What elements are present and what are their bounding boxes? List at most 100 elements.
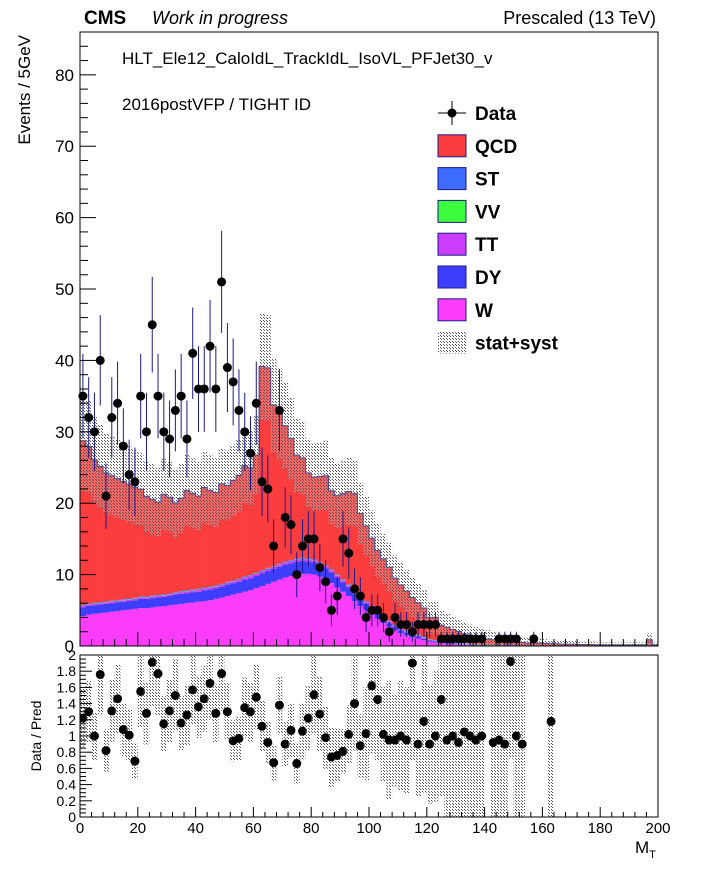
bar-tt (80, 606, 87, 608)
data-marker (228, 377, 238, 387)
bar-st (97, 602, 104, 603)
bar-w (293, 574, 300, 646)
data-marker (263, 484, 273, 494)
legend-item-st: ST (437, 167, 500, 191)
band-bin (155, 467, 161, 537)
bar-w (322, 579, 329, 646)
legend-label: stat+syst (475, 334, 559, 355)
bar-tt (160, 595, 167, 597)
data-marker (234, 405, 244, 415)
bar-dy (311, 562, 318, 575)
bar-qcd (212, 492, 220, 586)
ratio-point (321, 706, 331, 769)
bar-st (178, 591, 185, 592)
data-marker (182, 434, 192, 444)
ratio-uncertainty (490, 655, 497, 817)
ratio-point (222, 683, 232, 741)
bar-qcd (218, 483, 225, 584)
bar-w (351, 601, 358, 646)
bar-w (299, 573, 306, 646)
data-point (153, 353, 163, 439)
data-point (136, 353, 146, 439)
x-tick-label: 180 (588, 820, 613, 837)
data-point (107, 377, 117, 458)
band-bin (397, 562, 404, 608)
ratio-y-axis-title: Data / Pred (28, 701, 44, 772)
bar-w (172, 604, 179, 646)
bar-w (137, 608, 144, 646)
ratio-point (130, 743, 140, 779)
bar-tt (345, 585, 352, 588)
bar-w (241, 591, 248, 646)
ratio-marker (454, 737, 464, 747)
bar-st (241, 576, 248, 578)
bar-qcd (172, 502, 179, 593)
data-point (274, 369, 284, 452)
ratio-marker (448, 731, 458, 741)
bar-w (316, 576, 324, 646)
ratio-point (89, 712, 99, 760)
bar-tt (328, 570, 335, 573)
band-bin (328, 457, 335, 525)
bar-qcd (293, 455, 300, 559)
band-bin (264, 315, 271, 421)
bar-qcd (103, 472, 110, 602)
ratio-point (506, 655, 516, 759)
bar-st (132, 597, 139, 599)
data-point (269, 519, 279, 573)
ratio-marker (517, 739, 527, 749)
bar-w (195, 601, 202, 646)
data-point (384, 621, 394, 642)
ratio-marker (344, 729, 354, 739)
ratio-marker (430, 731, 440, 741)
bar-dy (345, 587, 352, 597)
bar-tt (143, 597, 150, 599)
bar-w (264, 583, 272, 646)
ratio-point (269, 744, 279, 781)
ratio-point (182, 684, 192, 746)
bar-st (137, 596, 144, 598)
bar-dy (253, 576, 260, 589)
ratio-marker (407, 658, 417, 668)
data-point (338, 511, 348, 567)
ratio-point (500, 655, 510, 817)
data-point (84, 377, 94, 458)
bar-tt (85, 604, 92, 607)
ratio-point (257, 700, 267, 752)
bar-dy (426, 640, 433, 642)
data-point (240, 392, 250, 471)
legend-swatch (437, 265, 467, 289)
ratio-point (350, 656, 360, 751)
main-panel: 0 10 20 30 40 50 60 70 80 Events / 5GeV HLT_Ele1… (15, 31, 659, 656)
band-bin (455, 619, 462, 644)
bar-w (345, 596, 352, 646)
band-bin (253, 415, 260, 495)
bar-st (236, 578, 243, 580)
band-bin (571, 640, 578, 646)
ratio-marker (136, 686, 146, 696)
ratio-marker (269, 758, 279, 768)
bar-qcd (322, 475, 329, 565)
selection-label: 2016postVFP / TIGHT ID (122, 95, 311, 114)
bar-w (114, 611, 121, 646)
ratio-marker (413, 739, 423, 749)
bar-tt (264, 568, 272, 572)
data-point (321, 560, 331, 604)
ratio-marker (419, 716, 429, 726)
bar-st (276, 563, 283, 565)
ratio-point (430, 670, 440, 802)
legend-item-tt: TT (437, 232, 499, 256)
band-bin (212, 458, 219, 527)
data-point (298, 519, 308, 573)
bar-st (184, 590, 191, 592)
data-point (170, 369, 180, 452)
bar-w (426, 641, 433, 646)
bar-qcd (184, 490, 191, 591)
bar-dy (195, 591, 202, 602)
data-point (390, 603, 400, 632)
ratio-point (95, 655, 105, 715)
data-points (78, 230, 539, 646)
data-point (222, 322, 232, 413)
ratio-marker (511, 731, 521, 741)
bar-qcd (224, 485, 231, 582)
